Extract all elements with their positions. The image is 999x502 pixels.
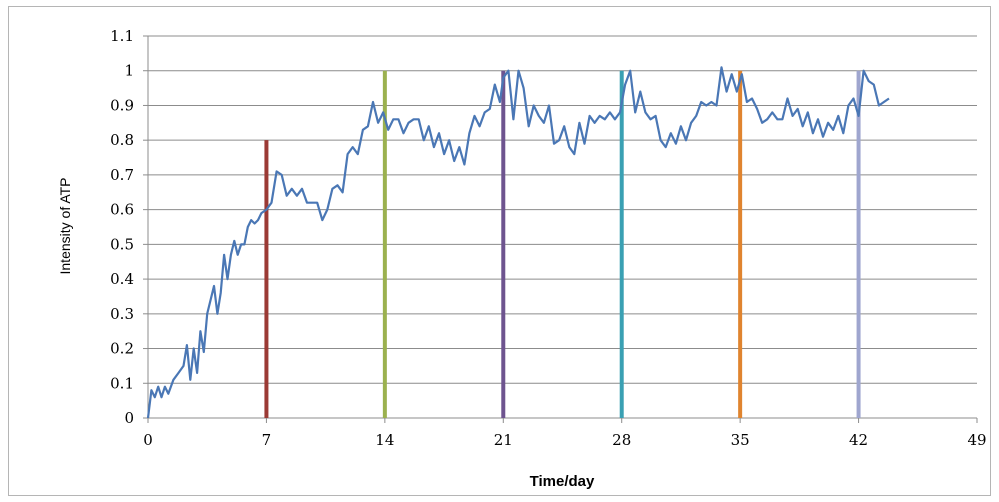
series-line-0 [146,66,890,419]
x-tick-label-1: 7 [262,431,272,449]
day-markers [264,70,861,418]
series-group [146,66,890,419]
gridlines [148,35,977,384]
chart-frame [8,6,991,496]
x-axis-label: Time/day [530,473,595,490]
axes [147,36,977,419]
y-tick-label-10: 1 [124,62,134,80]
y-tick-label-8: 0.8 [110,131,134,149]
x-tick-label-6: 42 [849,431,868,449]
x-tick-label-4: 28 [612,431,631,449]
y-tick-label-3: 0.3 [110,305,134,323]
y-tick-label-0: 0 [124,409,134,427]
y-tick-label-7: 0.7 [110,166,134,184]
x-tick-label-0: 0 [143,431,153,449]
x-axis-ticks: 0 7 14 21 28 35 42 49 [143,418,987,449]
y-tick-label-4: 0.4 [110,270,134,288]
x-tick-label-5: 35 [731,431,750,449]
x-tick-label-7: 49 [967,431,986,449]
y-tick-label-6: 0.6 [110,201,134,219]
y-tick-label-11: 1.1 [110,27,134,45]
y-axis-ticks: 0 0.1 0.2 0.3 0.4 0.5 0.6 0.7 0.8 0.9 1 1.1 [110,27,148,427]
y-tick-label-1: 0.1 [110,374,134,392]
x-tick-label-3: 21 [494,431,513,449]
y-tick-label-2: 0.2 [110,340,134,358]
y-tick-label-9: 0.9 [110,96,134,114]
y-tick-label-5: 0.5 [110,235,134,253]
y-axis-label: Intensity of ATP [57,177,73,274]
x-tick-label-2: 14 [375,431,394,449]
